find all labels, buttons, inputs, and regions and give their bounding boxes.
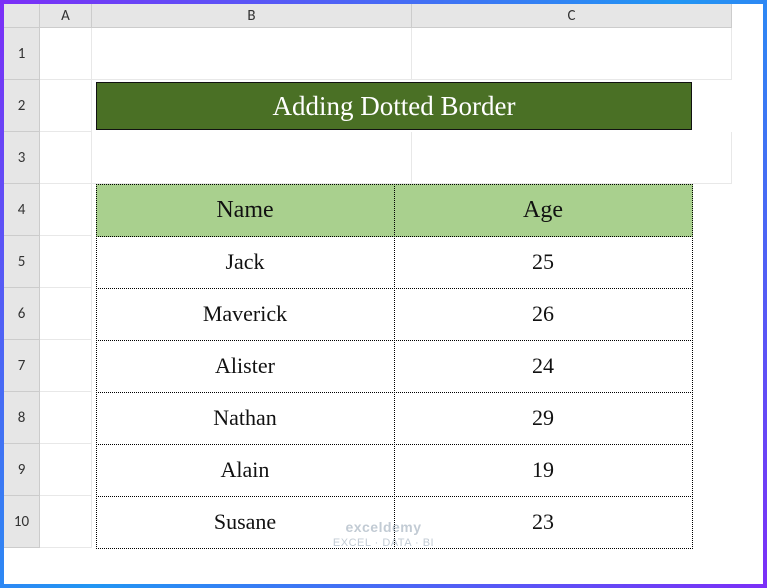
table-row[interactable]: Susane bbox=[96, 496, 395, 549]
row-header-1[interactable]: 1 bbox=[4, 28, 40, 80]
worksheet-grid: A B C 1 2 Adding Dotted Border 3 4 Name … bbox=[4, 4, 763, 548]
cell-A5[interactable] bbox=[40, 236, 92, 288]
screenshot-frame: A B C 1 2 Adding Dotted Border 3 4 Name … bbox=[0, 0, 767, 588]
title-cell[interactable]: Adding Dotted Border bbox=[96, 82, 692, 130]
cell-B1[interactable] bbox=[92, 28, 412, 80]
table-row[interactable]: Nathan bbox=[96, 392, 395, 445]
row-header-9[interactable]: 9 bbox=[4, 444, 40, 496]
cell-A10[interactable] bbox=[40, 496, 92, 548]
cell-A1[interactable] bbox=[40, 28, 92, 80]
cell-A4[interactable] bbox=[40, 184, 92, 236]
table-row[interactable]: Maverick bbox=[96, 288, 395, 341]
select-all-corner[interactable] bbox=[4, 4, 40, 28]
col-header-C[interactable]: C bbox=[412, 4, 732, 28]
data-table: Name Age Jack 25 Maverick 26 Alister 24 … bbox=[96, 184, 692, 548]
table-row[interactable]: Jack bbox=[96, 236, 395, 289]
table-header-name[interactable]: Name bbox=[96, 184, 395, 237]
row-header-8[interactable]: 8 bbox=[4, 392, 40, 444]
table-header-age[interactable]: Age bbox=[394, 184, 693, 237]
cell-A9[interactable] bbox=[40, 444, 92, 496]
table-row[interactable]: 25 bbox=[394, 236, 693, 289]
cell-C3[interactable] bbox=[412, 132, 732, 184]
table-row[interactable]: 29 bbox=[394, 392, 693, 445]
col-header-A[interactable]: A bbox=[40, 4, 92, 28]
row-header-3[interactable]: 3 bbox=[4, 132, 40, 184]
row-header-5[interactable]: 5 bbox=[4, 236, 40, 288]
table-row[interactable]: 26 bbox=[394, 288, 693, 341]
cell-A7[interactable] bbox=[40, 340, 92, 392]
cell-C1[interactable] bbox=[412, 28, 732, 80]
table-row[interactable]: Alain bbox=[96, 444, 395, 497]
table-row[interactable]: 19 bbox=[394, 444, 693, 497]
cell-A8[interactable] bbox=[40, 392, 92, 444]
row-header-10[interactable]: 10 bbox=[4, 496, 40, 548]
table-row[interactable]: Alister bbox=[96, 340, 395, 393]
cell-A3[interactable] bbox=[40, 132, 92, 184]
table-row[interactable]: 24 bbox=[394, 340, 693, 393]
row-header-4[interactable]: 4 bbox=[4, 184, 40, 236]
table-row[interactable]: 23 bbox=[394, 496, 693, 549]
row-header-7[interactable]: 7 bbox=[4, 340, 40, 392]
cell-B3[interactable] bbox=[92, 132, 412, 184]
row-header-2[interactable]: 2 bbox=[4, 80, 40, 132]
cell-A2[interactable] bbox=[40, 80, 92, 132]
row-header-6[interactable]: 6 bbox=[4, 288, 40, 340]
cell-A6[interactable] bbox=[40, 288, 92, 340]
col-header-B[interactable]: B bbox=[92, 4, 412, 28]
